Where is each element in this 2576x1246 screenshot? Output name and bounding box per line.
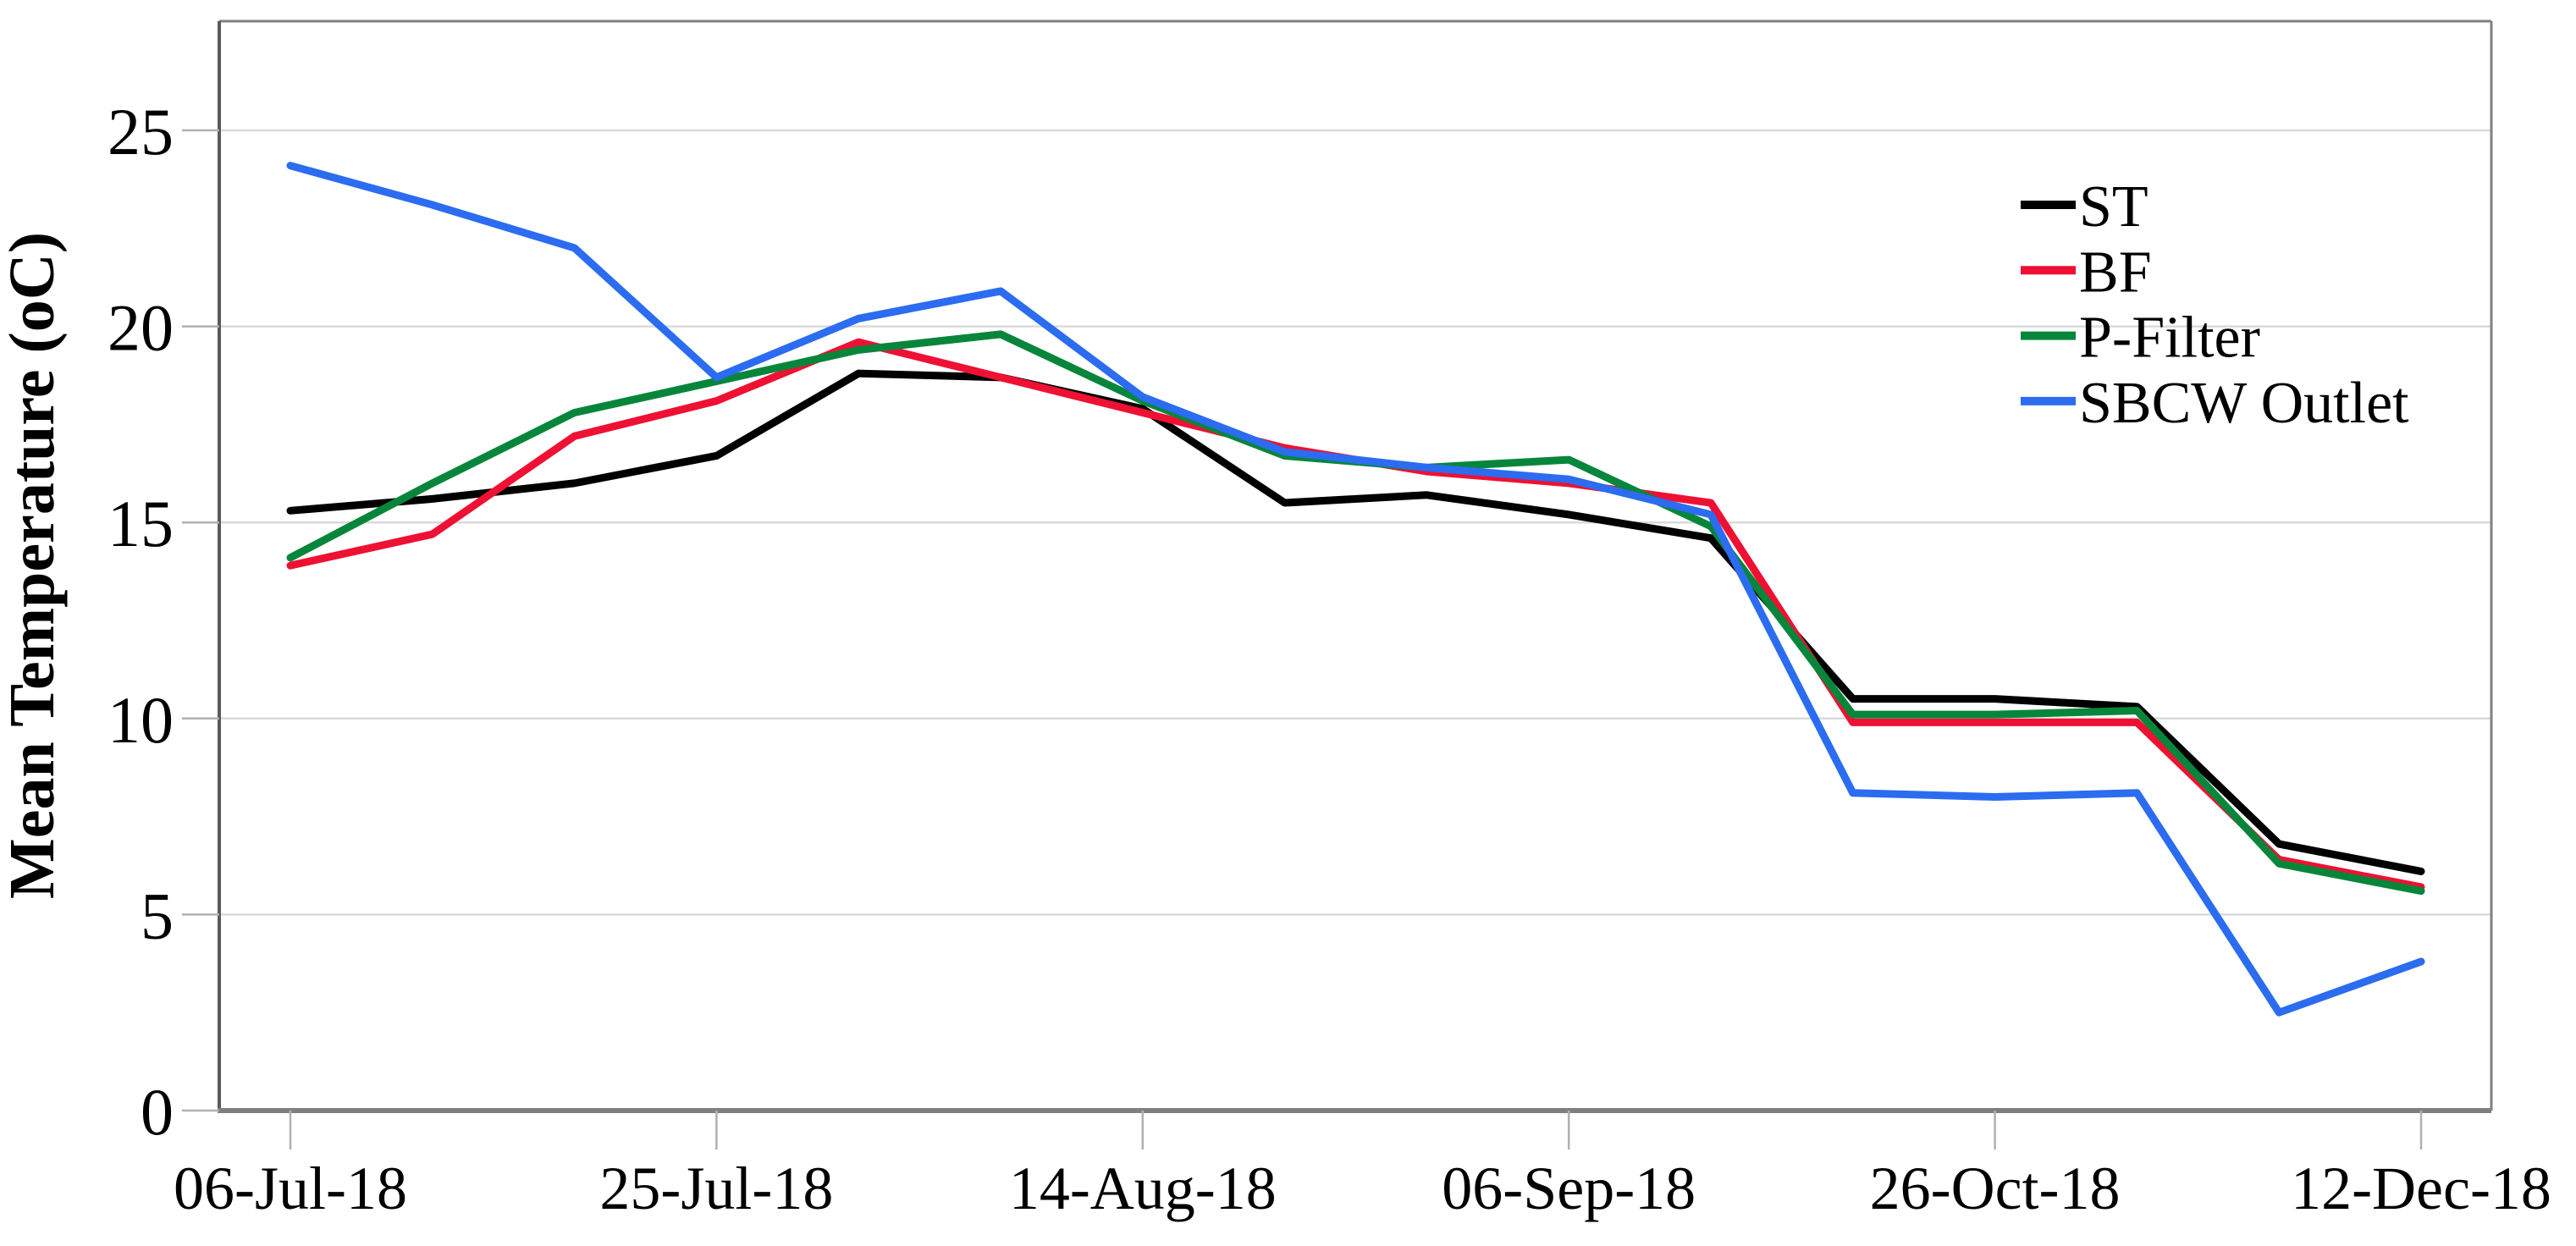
- series-lines: [286, 162, 2425, 1017]
- x-tick-label-3: 06-Sep-18: [1442, 1155, 1696, 1222]
- y-axis-title: Mean Temperature (oC): [0, 232, 68, 899]
- y-tick-label-20: 20: [108, 291, 174, 365]
- legend-item-bf: BF: [2021, 240, 2152, 305]
- series-line-sbcw-outlet: [286, 162, 2425, 1017]
- gridlines: [219, 129, 2491, 916]
- legend-item-sbcw-outlet: SBCW Outlet: [2021, 371, 2409, 436]
- legend-item-p-filter: P-Filter: [2021, 306, 2260, 371]
- y-axis-tick-labels: 0 5 10 15 20 25: [108, 95, 174, 1149]
- x-axis-tick-labels: 06-Jul-18 25-Jul-18 14-Aug-18 06-Sep-18 26-O…: [174, 1155, 2551, 1222]
- legend-label: ST: [2079, 174, 2149, 240]
- y-tick-label-0: 0: [141, 1075, 174, 1149]
- x-tick-label-4: 26-Oct-18: [1870, 1155, 2121, 1222]
- x-tick-label-0: 06-Jul-18: [174, 1155, 407, 1222]
- y-tick-label-5: 5: [141, 879, 174, 952]
- series-line-st: [286, 369, 2425, 875]
- x-axis-ticks: [289, 1111, 2423, 1150]
- x-tick-label-1: 25-Jul-18: [599, 1155, 833, 1222]
- y-tick-label-25: 25: [108, 95, 174, 168]
- legend-label: BF: [2079, 240, 2152, 305]
- y-tick-label-15: 15: [108, 487, 174, 560]
- legend-label: SBCW Outlet: [2079, 371, 2409, 436]
- y-tick-label-10: 10: [108, 683, 174, 757]
- x-tick-label-5: 12-Dec-18: [2291, 1155, 2551, 1222]
- legend-label: P-Filter: [2079, 306, 2260, 371]
- y-axis-ticks: [182, 129, 219, 1112]
- legend-item-st: ST: [2021, 174, 2149, 240]
- plot-frame: [218, 19, 2493, 1113]
- x-tick-label-2: 14-Aug-18: [1009, 1155, 1277, 1222]
